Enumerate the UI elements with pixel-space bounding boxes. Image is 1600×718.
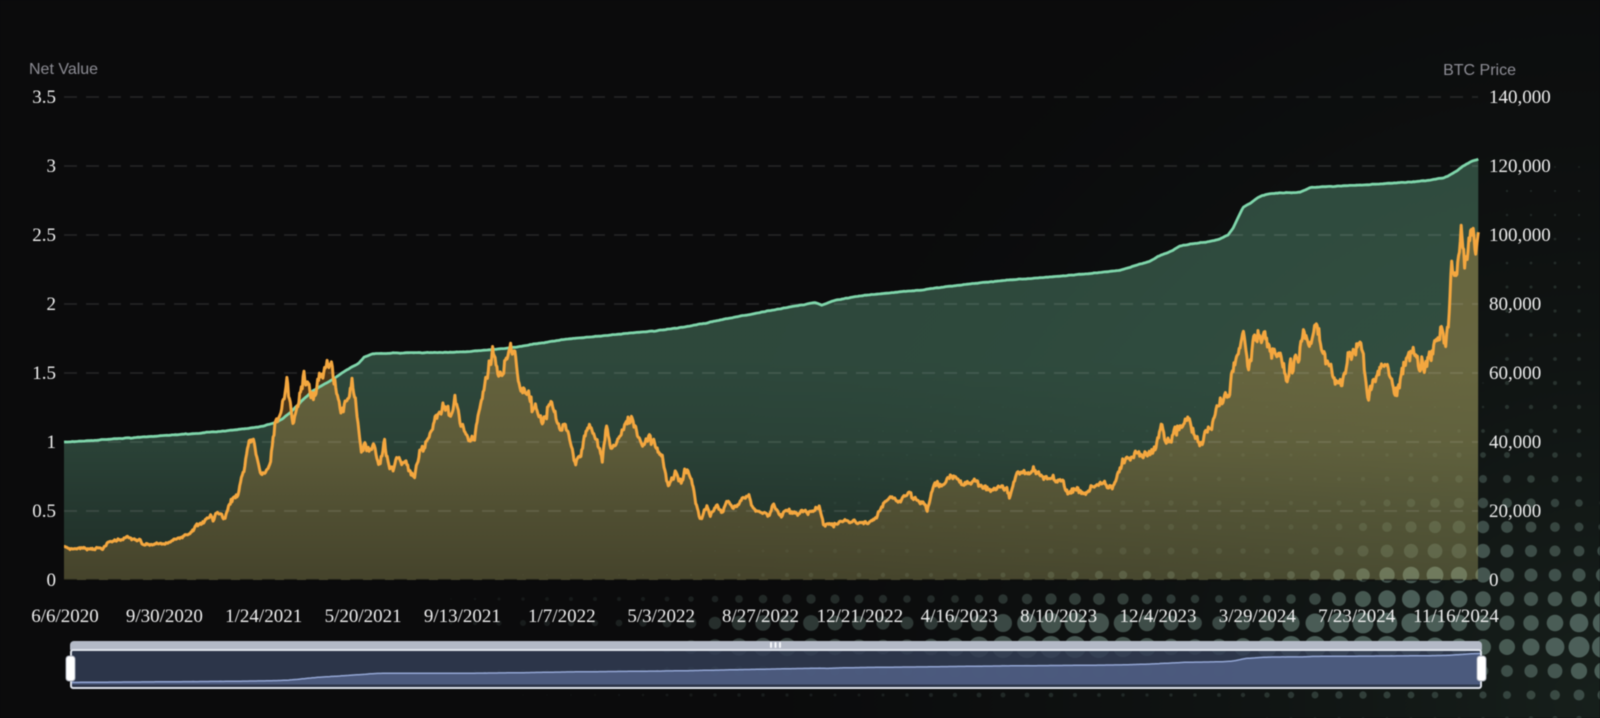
svg-text:20,000: 20,000 — [1489, 501, 1541, 522]
svg-text:12/21/2022: 12/21/2022 — [817, 606, 904, 627]
svg-text:9/13/2021: 9/13/2021 — [424, 606, 501, 627]
svg-text:3.5: 3.5 — [32, 87, 56, 108]
svg-text:6/6/2020: 6/6/2020 — [31, 606, 99, 627]
svg-text:8/10/2023: 8/10/2023 — [1020, 606, 1097, 627]
svg-text:1: 1 — [47, 432, 57, 453]
svg-text:0: 0 — [47, 570, 57, 591]
svg-text:5/20/2021: 5/20/2021 — [325, 606, 402, 627]
svg-text:0: 0 — [1489, 570, 1499, 591]
svg-text:0.5: 0.5 — [32, 501, 56, 522]
svg-text:1.5: 1.5 — [32, 363, 56, 384]
svg-text:3/29/2024: 3/29/2024 — [1219, 606, 1297, 627]
svg-text:80,000: 80,000 — [1489, 294, 1541, 315]
svg-text:Net Value: Net Value — [29, 61, 98, 78]
svg-text:100,000: 100,000 — [1489, 225, 1551, 246]
svg-text:7/23/2024: 7/23/2024 — [1318, 606, 1396, 627]
svg-text:11/16/2024: 11/16/2024 — [1413, 606, 1499, 627]
svg-text:3: 3 — [47, 156, 57, 177]
svg-text:12/4/2023: 12/4/2023 — [1119, 606, 1196, 627]
svg-text:40,000: 40,000 — [1489, 432, 1541, 453]
svg-text:4/16/2023: 4/16/2023 — [921, 606, 998, 627]
svg-text:1/24/2021: 1/24/2021 — [225, 606, 302, 627]
svg-text:8/27/2022: 8/27/2022 — [722, 606, 799, 627]
svg-text:60,000: 60,000 — [1489, 363, 1541, 384]
svg-text:BTC Price: BTC Price — [1443, 62, 1516, 79]
svg-text:2.5: 2.5 — [32, 225, 56, 246]
svg-text:140,000: 140,000 — [1489, 87, 1551, 108]
svg-text:9/30/2020: 9/30/2020 — [126, 606, 203, 627]
svg-text:1/7/2022: 1/7/2022 — [528, 606, 596, 627]
svg-text:120,000: 120,000 — [1489, 156, 1551, 177]
svg-text:5/3/2022: 5/3/2022 — [627, 606, 695, 627]
svg-text:2: 2 — [47, 294, 57, 315]
